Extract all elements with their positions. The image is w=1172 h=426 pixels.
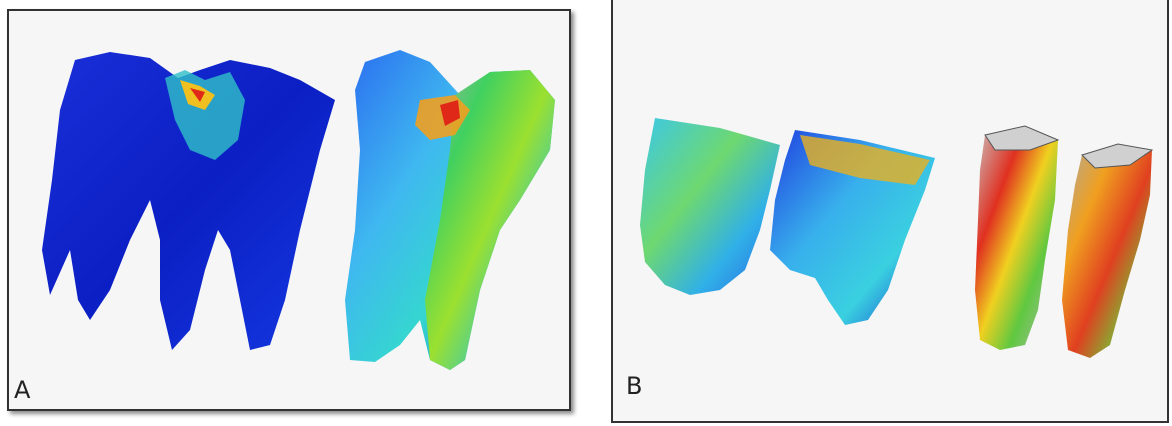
panel-label: B [626,372,642,400]
panel-label: A [14,376,31,404]
page: A B (() => { const data = JSON.parse(doc… [0,0,1172,426]
figure: A B [0,0,1172,426]
